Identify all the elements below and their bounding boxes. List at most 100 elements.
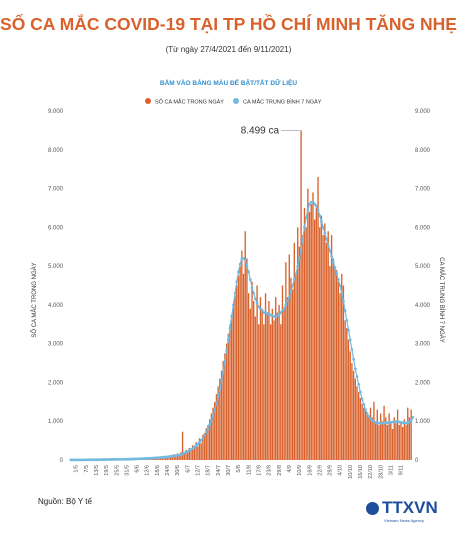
average-point: [253, 297, 257, 301]
bar: [275, 297, 277, 460]
bar: [329, 266, 331, 460]
average-point: [333, 266, 337, 270]
bar: [335, 269, 338, 460]
average-point: [226, 338, 230, 342]
bar: [303, 207, 306, 460]
bar: [280, 324, 282, 460]
bar: [276, 312, 279, 460]
x-tick-label: 5/8: [236, 465, 242, 473]
x-tick-label: 23/8: [267, 465, 273, 476]
y-tick-right: 1.000: [415, 419, 431, 425]
average-point: [308, 202, 311, 206]
x-tick-label: 13/5: [94, 465, 100, 476]
bar: [383, 405, 385, 460]
bar: [171, 456, 174, 460]
bar: [188, 447, 191, 460]
average-point: [208, 423, 212, 427]
average-point: [362, 403, 366, 406]
average-point: [248, 278, 252, 282]
average-point: [287, 295, 291, 299]
bar: [205, 428, 207, 460]
y-axis-label-left: SỐ CA MẮC TRONG NGÀY: [30, 262, 38, 337]
legend-line-swatch[interactable]: [233, 98, 239, 104]
x-tick-label: 17/8: [256, 465, 262, 476]
average-point: [213, 408, 217, 412]
x-axis: 1/5 7/5 13/5 19/5 25/5 31/5 6/6 12/6 18/6 24/6 30/…: [74, 465, 405, 479]
bar: [395, 423, 397, 460]
y-tick-right: 5.000: [415, 264, 431, 270]
average-point: [411, 415, 415, 419]
bar: [241, 250, 243, 460]
bar: [344, 320, 346, 460]
y-tick-right: 9.000: [415, 109, 431, 115]
x-tick-label: 30/6: [175, 465, 181, 476]
average-point: [292, 278, 296, 282]
average-point: [260, 309, 264, 313]
y-axis-label-right: CA MẮC TRUNG BÌNH 7 NGÀY: [438, 257, 446, 343]
bar: [251, 281, 253, 460]
average-point: [347, 328, 350, 332]
bar: [209, 419, 211, 460]
x-tick-label: 4/9: [287, 465, 293, 473]
bar: [286, 297, 289, 460]
bar: [385, 417, 387, 460]
average-point: [320, 220, 323, 223]
x-tick-label: 6/6: [135, 465, 141, 473]
y-tick-right: 8.000: [415, 148, 431, 154]
x-tick-label: 10/10: [348, 465, 354, 479]
average-point: [355, 375, 359, 379]
bar-series: [71, 130, 412, 461]
bar: [219, 378, 221, 460]
bar: [363, 407, 365, 460]
legend-bar-swatch[interactable]: [145, 98, 151, 104]
average-point: [245, 264, 249, 268]
bar: [261, 308, 263, 460]
average-point: [281, 309, 284, 313]
average-point: [340, 291, 344, 295]
bar: [378, 425, 380, 460]
x-tick-label: 18/6: [155, 465, 161, 476]
bar: [207, 425, 209, 460]
source-note: Nguồn: Bộ Y tế: [38, 497, 92, 506]
average-point: [298, 256, 301, 260]
bar: [312, 192, 314, 460]
bar: [302, 235, 304, 460]
average-point: [303, 225, 306, 229]
x-tick-label: 24/7: [216, 465, 222, 476]
average-point: [353, 367, 357, 371]
y-tick-left: 9.000: [48, 109, 64, 115]
bar: [410, 409, 412, 460]
legend[interactable]: SỐ CA MẮC TRONG NGÀY CA MẮC TRUNG BÌNH 7…: [145, 98, 322, 106]
bar: [371, 417, 373, 460]
y-tick-right: 3.000: [415, 342, 431, 348]
average-point: [289, 289, 293, 293]
bar: [359, 397, 362, 460]
average-point: [204, 430, 208, 434]
bar: [361, 403, 363, 460]
x-tick-label: 12/7: [196, 465, 202, 476]
x-tick-label: 4/10: [338, 465, 344, 476]
bar: [185, 449, 187, 460]
bar: [229, 324, 231, 460]
bar: [293, 242, 295, 460]
legend-bar-label[interactable]: SỐ CA MẮC TRONG NGÀY: [155, 98, 224, 106]
logo-text: TTXVN: [382, 498, 438, 517]
average-point: [409, 419, 413, 422]
average-point: [296, 264, 300, 268]
average-point: [247, 270, 251, 274]
bar: [178, 454, 180, 460]
x-tick-label: 9/11: [399, 465, 405, 475]
bar: [222, 361, 224, 460]
bar: [254, 316, 257, 460]
average-point: [235, 280, 239, 284]
x-tick-label: 28/10: [378, 465, 384, 479]
bar: [263, 324, 265, 460]
bar: [269, 324, 272, 460]
x-tick-label: 31/5: [124, 465, 130, 476]
bar: [225, 343, 228, 460]
bar: [356, 386, 358, 460]
average-point: [196, 442, 200, 446]
bar: [357, 392, 360, 460]
average-point: [321, 225, 325, 229]
legend-line-label[interactable]: CA MẮC TRUNG BÌNH 7 NGÀY: [243, 98, 322, 106]
